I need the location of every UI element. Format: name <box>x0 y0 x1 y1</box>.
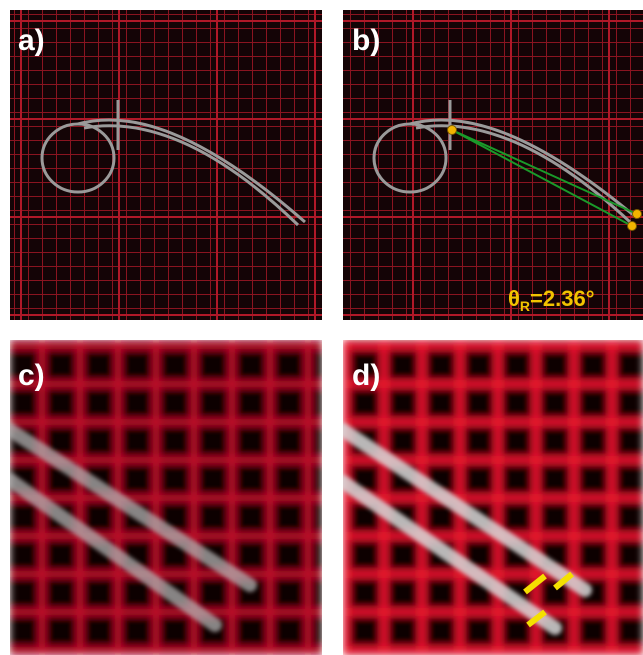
panel-b: b) θR=2.36° <box>343 10 643 320</box>
panel-d <box>343 340 643 655</box>
angle-symbol: θ <box>508 286 520 311</box>
panel-label: d) <box>352 359 380 392</box>
panel-label: a) <box>18 24 45 57</box>
angle-annotation: θR=2.36° <box>508 286 595 314</box>
panel-c <box>10 340 322 655</box>
panel-a: a) <box>10 10 322 320</box>
panel-label: b) <box>352 24 380 57</box>
angle-subscript: R <box>520 298 530 314</box>
panel-label: c) <box>18 359 45 392</box>
angle-value: =2.36° <box>530 286 594 311</box>
